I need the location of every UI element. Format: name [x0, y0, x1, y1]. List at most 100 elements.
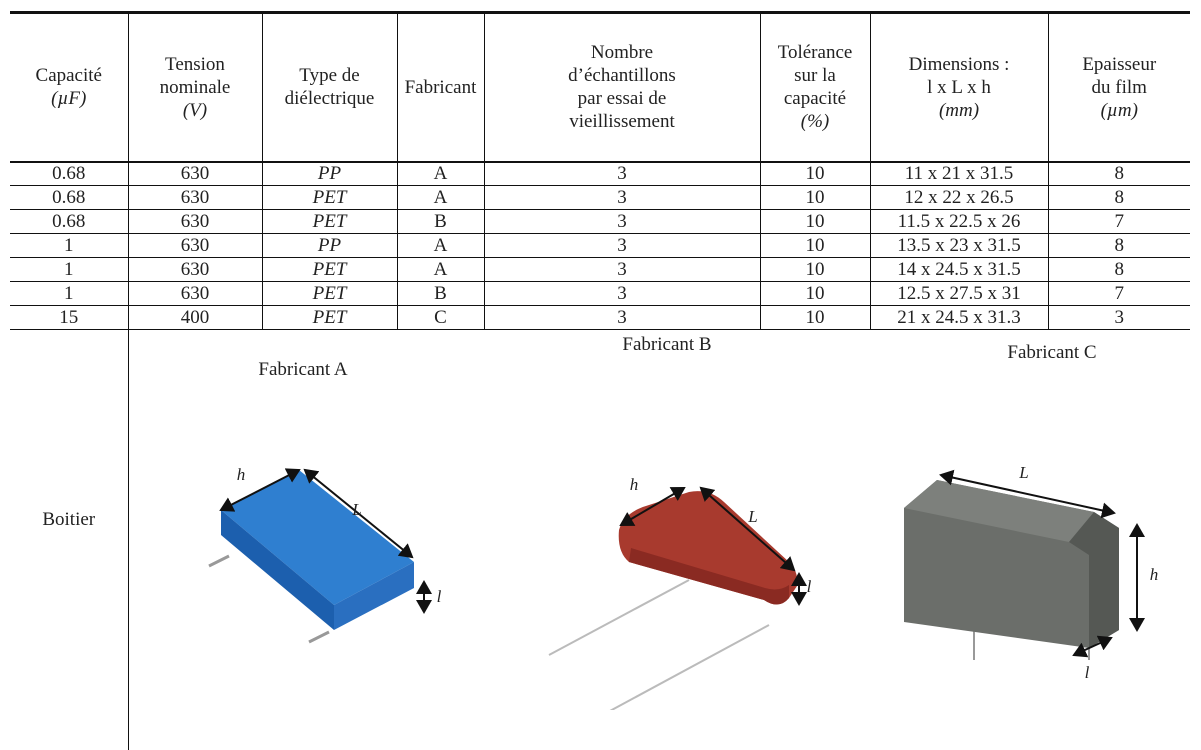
dimension-label: l — [806, 577, 811, 596]
table-cell: PET — [262, 282, 397, 306]
table-cell: 3 — [484, 258, 760, 282]
header-unit: (%) — [761, 110, 870, 133]
dimension-label: h — [236, 465, 245, 484]
header-unit: (µm) — [1049, 99, 1191, 122]
image-caption: Fabricant B — [622, 334, 711, 355]
table-cell: 8 — [1048, 258, 1190, 282]
header-line: Type de — [263, 64, 397, 87]
dimension-label: L — [351, 500, 361, 519]
header-line: Epaisseur — [1049, 53, 1191, 76]
page: {"table": { "headers": [ {"lines": ["Cap… — [0, 0, 1201, 723]
table-cell: 8 — [1048, 186, 1190, 210]
table-cell: 15 — [10, 306, 128, 330]
capacitor-a — [209, 470, 424, 642]
header-unit: (mm) — [871, 99, 1048, 122]
table-cell: PP — [262, 234, 397, 258]
table-cell: 0.68 — [10, 162, 128, 186]
column-header: Capacité(µF) — [10, 13, 128, 162]
header-line: capacité — [761, 87, 870, 110]
image-caption: Fabricant C — [1007, 342, 1096, 363]
header-line: Fabricant — [398, 76, 484, 99]
table-cell: 1 — [10, 234, 128, 258]
table-cell: 1 — [10, 258, 128, 282]
table-cell: 630 — [128, 210, 262, 234]
dimension-label: l — [1084, 663, 1089, 682]
header-line: vieillissement — [485, 110, 760, 133]
boitier-row: Boitier — [10, 330, 1190, 750]
table-cell: A — [397, 258, 484, 282]
header-unit: (µF) — [10, 87, 128, 110]
header-line: Tolérance — [761, 41, 870, 64]
table-cell: 3 — [484, 210, 760, 234]
table-cell: 10 — [760, 186, 870, 210]
header-line: Tension — [129, 53, 262, 76]
table-cell: 10 — [760, 306, 870, 330]
column-header: Dimensions :l x L x h(mm) — [870, 13, 1048, 162]
capacitor-c — [904, 475, 1137, 660]
table-cell: 11.5 x 22.5 x 26 — [870, 210, 1048, 234]
table-cell: 3 — [484, 162, 760, 186]
table-cell: 1 — [10, 282, 128, 306]
table-cell: 3 — [484, 282, 760, 306]
table-cell: 3 — [1048, 306, 1190, 330]
table-cell: 0.68 — [10, 186, 128, 210]
header-line: d’échantillons — [485, 64, 760, 87]
table-cell: 8 — [1048, 234, 1190, 258]
header-line: par essai de — [485, 87, 760, 110]
column-header: Fabricant — [397, 13, 484, 162]
table-cell: A — [397, 162, 484, 186]
table-cell: 400 — [128, 306, 262, 330]
table-cell: 3 — [484, 186, 760, 210]
table-cell: A — [397, 234, 484, 258]
table-cell: 10 — [760, 210, 870, 234]
table-cell: 630 — [128, 186, 262, 210]
table-cell: PET — [262, 258, 397, 282]
table-cell: 8 — [1048, 162, 1190, 186]
table-cell: 630 — [128, 282, 262, 306]
table-cell: 3 — [484, 234, 760, 258]
table-cell: 630 — [128, 162, 262, 186]
table-cell: 12 x 22 x 26.5 — [870, 186, 1048, 210]
dimension-label: L — [1018, 463, 1028, 482]
table-cell: 0.68 — [10, 210, 128, 234]
header-unit: (V) — [129, 99, 262, 122]
header-line: diélectrique — [263, 87, 397, 110]
table-cell: 10 — [760, 234, 870, 258]
table-cell: 10 — [760, 258, 870, 282]
table-cell: 7 — [1048, 210, 1190, 234]
table-cell: 12.5 x 27.5 x 31 — [870, 282, 1048, 306]
header-line: Capacité — [10, 64, 128, 87]
dimension-label: h — [1149, 565, 1158, 584]
table-cell: PET — [262, 210, 397, 234]
table-cell: 13.5 x 23 x 31.5 — [870, 234, 1048, 258]
table-cell: 10 — [760, 282, 870, 306]
table-cell: C — [397, 306, 484, 330]
table-cell: 3 — [484, 306, 760, 330]
table-cell: A — [397, 186, 484, 210]
header-line: Nombre — [485, 41, 760, 64]
table-cell: 11 x 21 x 31.5 — [870, 162, 1048, 186]
table-cell: B — [397, 282, 484, 306]
table-cell: 14 x 24.5 x 31.5 — [870, 258, 1048, 282]
header-line: l x L x h — [871, 76, 1048, 99]
capacitor-b — [549, 488, 799, 710]
header-line: Dimensions : — [871, 53, 1048, 76]
header-line: du film — [1049, 76, 1191, 99]
header-line: nominale — [129, 76, 262, 99]
